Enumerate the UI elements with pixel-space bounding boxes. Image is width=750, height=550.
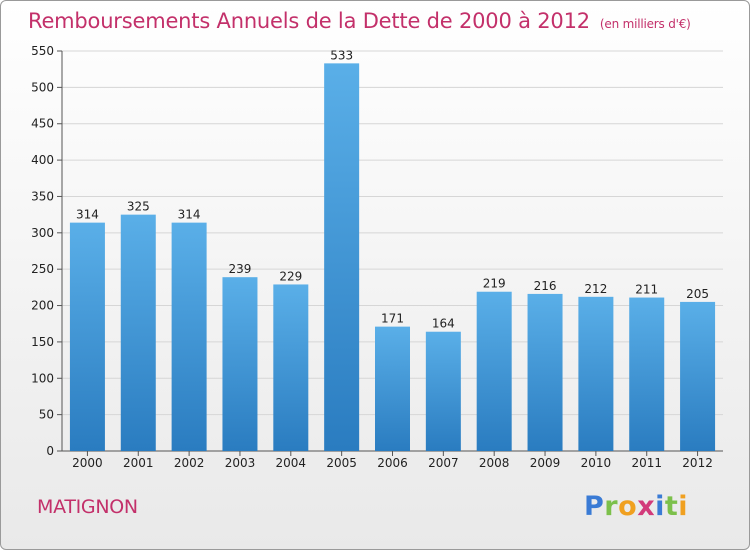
data-label: 325	[127, 200, 150, 214]
proxiti-logo[interactable]: Proxiti	[584, 491, 688, 522]
bar-2003	[222, 277, 258, 451]
y-tick-label: 450	[31, 117, 54, 131]
x-tick-label: 2006	[377, 456, 408, 470]
y-tick-label: 400	[31, 153, 54, 167]
x-tick-labels: 2000 2001 2002 2003 2004 2005 2006 2007 2008 2009…	[72, 456, 713, 470]
data-label: 171	[381, 312, 404, 326]
y-tick-label: 200	[31, 299, 54, 313]
bar-2008	[476, 291, 512, 451]
data-label: 314	[178, 208, 201, 222]
data-label: 164	[432, 317, 455, 331]
x-tick-label: 2002	[174, 456, 205, 470]
bar-2001	[120, 214, 156, 451]
data-label: 211	[635, 283, 658, 297]
data-label: 205	[686, 287, 709, 301]
data-label: 229	[279, 269, 302, 283]
x-tick-label: 2003	[225, 456, 256, 470]
logo-letter: i	[678, 491, 689, 522]
bars	[69, 63, 716, 451]
x-tick-label: 2005	[326, 456, 357, 470]
logo-letter: x	[637, 491, 656, 522]
bar-2009	[527, 293, 563, 451]
y-tick-label: 500	[31, 80, 54, 94]
y-tick-label: 150	[31, 335, 54, 349]
x-tick-label: 2008	[479, 456, 510, 470]
bar-2007	[425, 331, 461, 451]
y-tick-labels: 0 50 100 150 200 250 300 350 400 450 500 550	[31, 44, 54, 458]
y-tick-label: 250	[31, 262, 54, 276]
data-label: 216	[534, 279, 557, 293]
y-tick-label: 100	[31, 371, 54, 385]
x-tick-label: 2012	[682, 456, 713, 470]
bar-2000	[69, 222, 105, 451]
logo-letter: t	[664, 491, 679, 522]
x-tick-label: 2009	[530, 456, 561, 470]
y-tick-label: 350	[31, 189, 54, 203]
y-tick-label: 50	[39, 408, 54, 422]
y-tick-label: 550	[31, 44, 54, 58]
y-tick-label: 0	[46, 444, 54, 458]
logo-letter: P	[584, 491, 605, 522]
logo-letter: r	[604, 491, 619, 522]
x-tick-label: 2011	[631, 456, 662, 470]
chart-title: Remboursements Annuels de la Dette de 20…	[28, 9, 691, 33]
bar-2002	[171, 222, 207, 451]
data-labels: 314 325 314 239 229 533 171 164 219 216 212 211 205	[76, 48, 709, 330]
x-tick-label: 2000	[72, 456, 103, 470]
data-label: 533	[330, 48, 353, 62]
x-tick-label: 2010	[581, 456, 612, 470]
bar-2010	[578, 296, 614, 451]
bar-2012	[680, 301, 716, 451]
y-tick-label: 300	[31, 226, 54, 240]
chart-title-text: Remboursements Annuels de la Dette de 20…	[28, 9, 590, 33]
x-tick-label: 2004	[276, 456, 307, 470]
bar-2006	[375, 326, 410, 451]
x-tick-label: 2007	[428, 456, 459, 470]
logo-letter: o	[618, 491, 638, 522]
bar-2005	[324, 63, 360, 451]
data-label: 219	[483, 277, 506, 291]
bar-2011	[629, 297, 665, 451]
logo-letter: i	[655, 491, 665, 522]
data-label: 212	[584, 282, 607, 296]
chart-unit: (en milliers d'€)	[599, 17, 691, 31]
commune-name: MATIGNON	[37, 496, 138, 518]
x-tick-label: 2001	[123, 456, 154, 470]
data-label: 314	[76, 208, 99, 222]
bar-2004	[273, 284, 309, 451]
data-label: 239	[229, 262, 252, 276]
